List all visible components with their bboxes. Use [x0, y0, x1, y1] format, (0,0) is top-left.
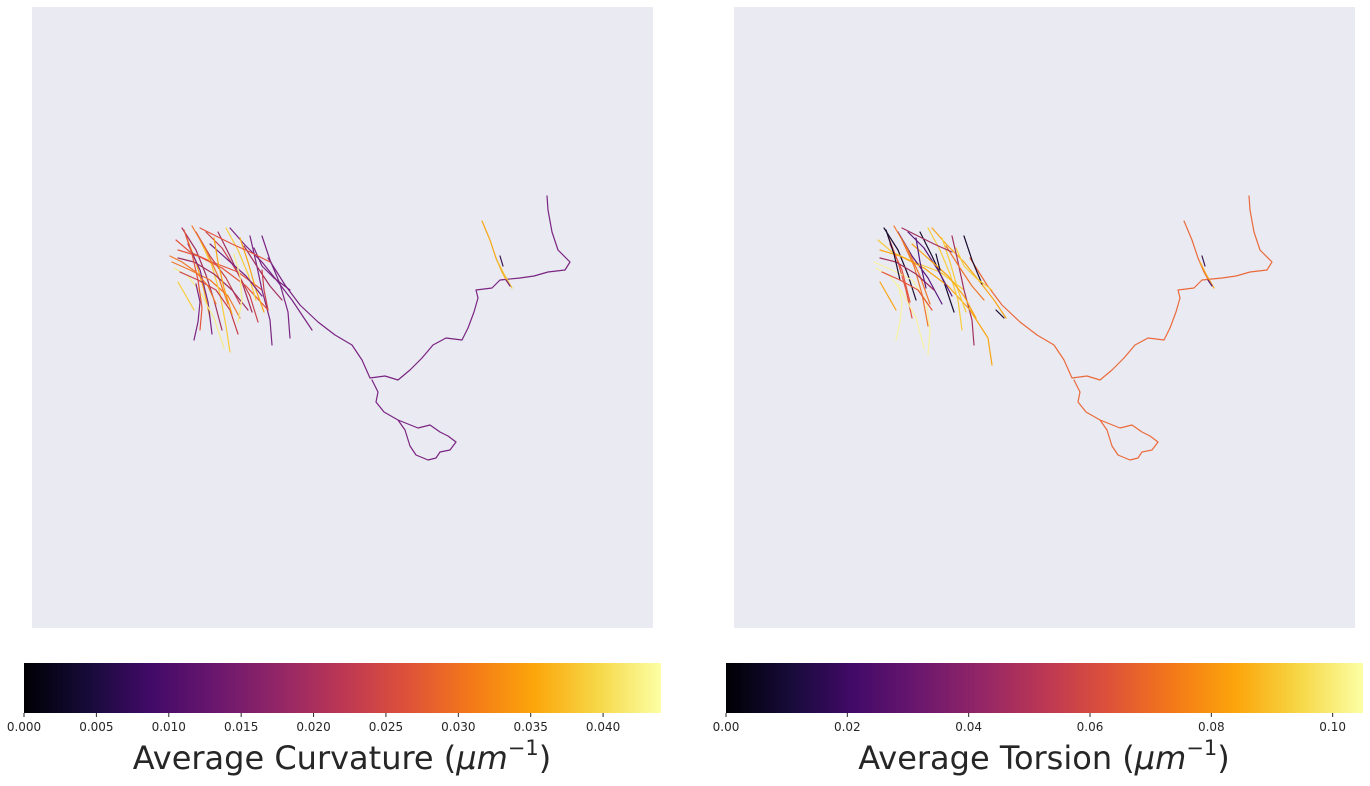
right-colorbar-tick-label: 0.04	[955, 720, 982, 734]
right-main-axon-trace	[969, 195, 1273, 381]
left-colorbar-label-close: )	[539, 739, 551, 777]
left-colorbar-label-text: Average Curvature (	[133, 739, 457, 777]
left-cluster-trace	[233, 253, 243, 323]
right-colorbar-label: Average Torsion (μm−1)	[858, 736, 1229, 777]
right-colorbar-tick-label: 0.10	[1319, 720, 1346, 734]
left-panel	[32, 7, 653, 628]
left-colorbar-tick-label: 0.035	[514, 720, 548, 734]
left-cluster-trace	[191, 225, 229, 305]
left-colorbar-tick-label: 0.000	[7, 720, 41, 734]
left-colorbar-tick-label: 0.010	[152, 720, 186, 734]
left-plot-area	[32, 7, 653, 628]
left-cluster-trace	[239, 237, 265, 313]
right-neuron-traces	[873, 195, 1273, 461]
left-cluster-trace	[193, 283, 201, 341]
left-right-tuft-trace	[497, 261, 513, 289]
right-colorbar-label-text: Average Torsion (	[858, 739, 1135, 777]
right-right-tuft-trace	[1199, 261, 1215, 289]
left-cluster-trace	[181, 227, 223, 331]
left-cluster-trace	[261, 269, 269, 311]
right-colorbar-gradient	[726, 663, 1363, 713]
left-cluster-trace	[205, 231, 259, 323]
left-colorbar-label: Average Curvature (μm−1)	[133, 736, 552, 777]
left-cluster-trace	[171, 261, 241, 319]
right-cluster-trace	[883, 227, 917, 301]
right-cluster-trace	[879, 281, 897, 311]
right-right-tuft-trace	[1207, 279, 1213, 287]
right-cluster-trace	[893, 225, 931, 305]
left-colorbar-ticks: 0.000 0.005 0.010 0.015 0.020 0.025 0.030 0.035…	[7, 713, 620, 734]
left-cluster-trace	[199, 227, 271, 263]
right-cluster-trace	[881, 271, 933, 311]
left-cluster-trace	[187, 243, 213, 335]
right-loop-trace	[1073, 379, 1159, 461]
right-cluster-trace	[963, 235, 983, 285]
left-cluster-trace	[209, 243, 263, 297]
left-colorbar-tick-label: 0.030	[441, 720, 475, 734]
left-cluster-trace	[179, 271, 239, 335]
right-cluster-trace	[915, 237, 927, 289]
right-colorbar-ticks: 0.00 0.02 0.04 0.06 0.08 0.10	[713, 713, 1346, 734]
left-cluster-trace	[177, 281, 195, 311]
left-right-tuft-trace	[481, 220, 509, 284]
right-right-tuft-trace	[1201, 255, 1206, 267]
right-cluster-trace	[995, 309, 1005, 319]
left-cluster-trace	[261, 235, 291, 339]
left-cluster-trace	[169, 255, 217, 305]
left-colorbar-label-math: μm	[455, 739, 508, 777]
left-colorbar-tick-label: 0.015	[224, 720, 258, 734]
right-cluster-trace	[931, 227, 1007, 319]
right-cluster-trace	[901, 227, 953, 253]
left-loop-trace	[371, 379, 457, 461]
right-colorbar-tick-label: 0.06	[1077, 720, 1104, 734]
right-cluster-trace	[895, 283, 903, 341]
right-colorbar-tick-label: 0.02	[834, 720, 861, 734]
right-cluster-trace	[927, 227, 963, 331]
right-cluster-trace	[935, 253, 941, 271]
left-colorbar-tick-label: 0.005	[79, 720, 113, 734]
left-colorbar: 0.000 0.005 0.010 0.015 0.020 0.025 0.030 0.035…	[7, 663, 661, 777]
right-cluster-trace	[873, 261, 931, 356]
left-cluster-trace	[177, 257, 249, 311]
right-plot-area	[734, 7, 1355, 628]
right-right-tuft-trace	[1183, 220, 1211, 284]
right-cluster-trace	[941, 237, 967, 313]
left-colorbar-tick-label: 0.040	[586, 720, 620, 734]
right-colorbar-tick-label: 0.08	[1198, 720, 1225, 734]
right-cluster-trace	[911, 243, 977, 319]
left-colorbar-label-exponent: −1	[508, 736, 539, 760]
right-colorbar: 0.00 0.02 0.04 0.06 0.08 0.10 Average Torsion…	[713, 663, 1363, 777]
left-main-axon-trace	[267, 195, 571, 381]
left-cluster-trace	[199, 239, 231, 353]
right-cluster-trace	[885, 229, 901, 281]
left-cluster-trace	[243, 245, 283, 301]
right-colorbar-label-math: μm	[1134, 739, 1187, 777]
left-cluster-trace	[253, 247, 291, 291]
right-colorbar-tick-label: 0.00	[713, 720, 740, 734]
right-cluster-trace	[955, 247, 993, 291]
right-panel	[734, 7, 1355, 628]
left-cluster-trace	[229, 227, 313, 331]
left-cluster-trace	[213, 237, 233, 315]
right-cluster-trace	[901, 239, 929, 327]
right-cluster-trace	[945, 245, 985, 301]
left-cluster-trace	[225, 227, 257, 301]
right-cluster-trace	[951, 235, 975, 346]
left-colorbar-gradient	[24, 663, 661, 713]
left-colorbar-tick-label: 0.020	[296, 720, 330, 734]
right-cluster-trace	[879, 249, 993, 366]
left-colorbar-tick-label: 0.025	[369, 720, 403, 734]
right-colorbar-label-exponent: −1	[1186, 736, 1217, 760]
right-colorbar-label-close: )	[1217, 739, 1229, 777]
left-right-tuft-trace	[505, 279, 511, 287]
left-cluster-trace	[177, 249, 269, 311]
left-right-tuft-trace	[499, 255, 504, 267]
left-neuron-traces	[169, 195, 571, 461]
